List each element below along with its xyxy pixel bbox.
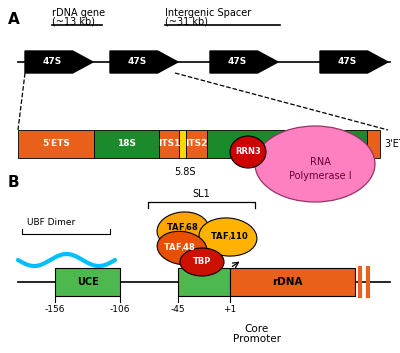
Text: Core: Core bbox=[244, 324, 269, 334]
Text: +1: +1 bbox=[223, 305, 237, 314]
Text: UCE: UCE bbox=[77, 277, 98, 287]
Bar bbox=[180, 130, 186, 158]
Bar bbox=[158, 130, 180, 158]
Text: (~31 kb): (~31 kb) bbox=[165, 17, 208, 27]
Bar bbox=[230, 268, 355, 296]
Ellipse shape bbox=[255, 126, 375, 202]
Bar bbox=[207, 130, 367, 158]
Text: (~13 kb): (~13 kb) bbox=[52, 17, 95, 27]
Text: TAF$_I$68: TAF$_I$68 bbox=[166, 222, 200, 234]
Text: rDNA: rDNA bbox=[272, 277, 303, 287]
Text: Promoter: Promoter bbox=[232, 334, 280, 344]
Polygon shape bbox=[110, 51, 178, 73]
Text: 47S: 47S bbox=[128, 58, 147, 66]
Polygon shape bbox=[320, 51, 388, 73]
Text: TAF$_I$48: TAF$_I$48 bbox=[164, 242, 196, 254]
Text: -156: -156 bbox=[45, 305, 65, 314]
Text: B: B bbox=[8, 175, 20, 190]
Ellipse shape bbox=[157, 231, 207, 265]
Ellipse shape bbox=[230, 136, 266, 168]
Text: 47S: 47S bbox=[338, 58, 357, 66]
Bar bbox=[55, 268, 120, 296]
Text: -45: -45 bbox=[171, 305, 185, 314]
Polygon shape bbox=[210, 51, 278, 73]
Text: UBF Dimer: UBF Dimer bbox=[27, 218, 75, 227]
Polygon shape bbox=[25, 51, 93, 73]
Text: 47S: 47S bbox=[228, 58, 247, 66]
Bar bbox=[94, 130, 158, 158]
Text: rDNA gene: rDNA gene bbox=[52, 8, 105, 18]
Text: TAF$_I$110: TAF$_I$110 bbox=[210, 231, 250, 243]
Text: 5.8S: 5.8S bbox=[174, 167, 196, 177]
Text: 3'ETS: 3'ETS bbox=[384, 139, 400, 149]
Ellipse shape bbox=[199, 218, 257, 256]
Text: 5'ETS: 5'ETS bbox=[42, 139, 70, 149]
Text: TBP: TBP bbox=[193, 257, 211, 267]
Text: 47S: 47S bbox=[42, 58, 62, 66]
Text: 18S: 18S bbox=[117, 139, 136, 149]
Text: A: A bbox=[8, 12, 20, 27]
Text: 28S: 28S bbox=[278, 139, 296, 149]
Text: ITS1: ITS1 bbox=[158, 139, 180, 149]
Text: SL1: SL1 bbox=[193, 189, 210, 199]
Text: ITS2: ITS2 bbox=[186, 139, 208, 149]
Bar bbox=[367, 130, 380, 158]
Bar bbox=[18, 130, 94, 158]
Bar bbox=[178, 268, 230, 296]
Text: Intergenic Spacer: Intergenic Spacer bbox=[165, 8, 251, 18]
Text: RRN3: RRN3 bbox=[235, 148, 261, 156]
Ellipse shape bbox=[180, 248, 224, 276]
Ellipse shape bbox=[157, 212, 209, 248]
Bar bbox=[186, 130, 207, 158]
Text: RNA
Polymerase I: RNA Polymerase I bbox=[289, 157, 351, 181]
Text: -106: -106 bbox=[110, 305, 130, 314]
